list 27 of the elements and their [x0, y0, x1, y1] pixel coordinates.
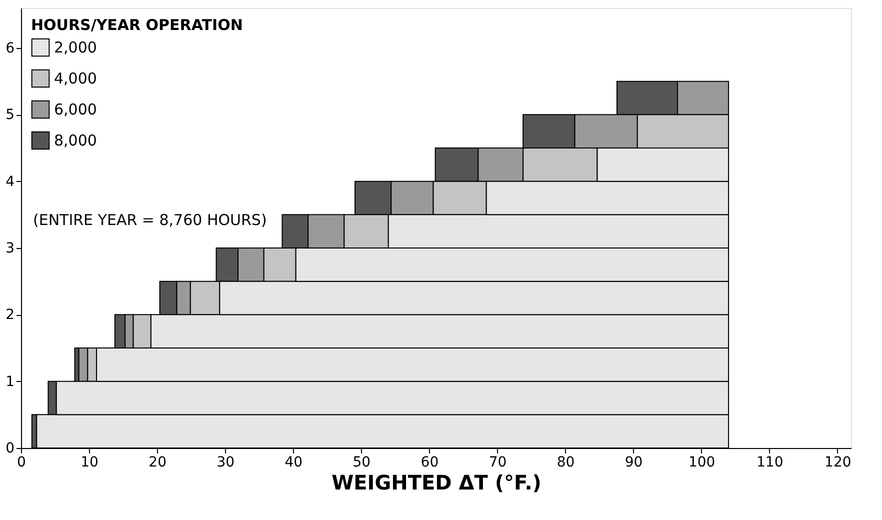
- y-tick-label: 1: [6, 374, 14, 390]
- x-tick-label: 50: [352, 454, 371, 470]
- legend-label: 8,000: [54, 132, 97, 150]
- y-tick-label: 0: [6, 440, 14, 456]
- y-tick-label: 3: [6, 240, 14, 256]
- x-tick-label: 120: [824, 454, 852, 470]
- y-tick-label: 4: [6, 174, 15, 190]
- x-tick-label: 10: [80, 454, 98, 470]
- x-tick-label: 80: [556, 454, 575, 470]
- y-tick-label: 5: [6, 107, 14, 124]
- legend-label: 6,000: [54, 100, 97, 118]
- legend-label: 2,000: [54, 38, 97, 56]
- x-tick-label: 40: [284, 454, 303, 470]
- x-tick-label: 90: [624, 454, 643, 470]
- annotation: (ENTIRE YEAR = 8,760 HOURS): [33, 211, 267, 229]
- x-tick-label: 100: [688, 454, 716, 470]
- x-tick-label: 70: [488, 454, 507, 470]
- x-tick-label: 30: [216, 454, 235, 470]
- legend-title: HOURS/YEAR OPERATION: [31, 16, 243, 34]
- x-axis-title: WEIGHTED ΔT (°F.): [332, 470, 542, 494]
- x-tick-label: 110: [756, 454, 784, 470]
- y-tick-label: 6: [6, 40, 15, 56]
- x-tick-label: 60: [420, 454, 439, 470]
- y-tick-label: 2: [6, 307, 14, 324]
- x-tick-label: 20: [148, 454, 166, 470]
- x-tick-label: 0: [17, 454, 26, 470]
- legend-label: 4,000: [54, 70, 97, 88]
